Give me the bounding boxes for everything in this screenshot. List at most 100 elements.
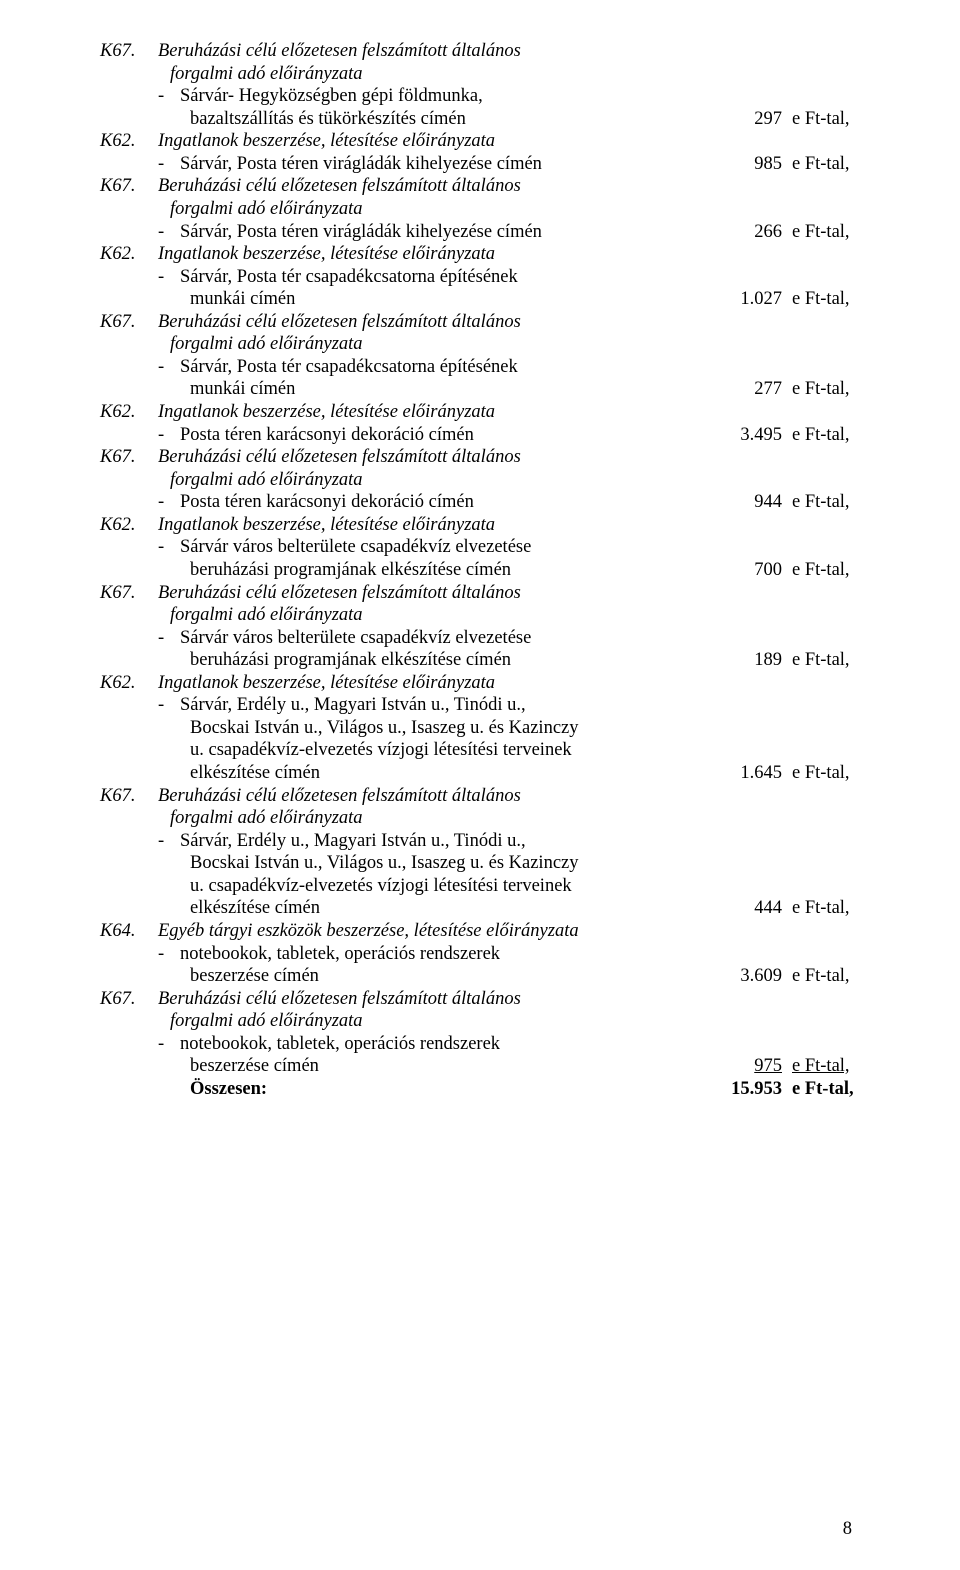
item-text: Sárvár, Posta téren virágládák kihelyezé… [180, 153, 714, 176]
item-amount: 944 [754, 492, 782, 512]
line-row: K64.Egyéb tárgyi eszközök beszerzése, lé… [100, 920, 852, 943]
total-amount: 15.953 [731, 1079, 782, 1099]
dash-icon: - [158, 85, 180, 108]
line-row: K67.Beruházási célú előzetesen felszámít… [100, 40, 852, 63]
item-amount: 975 [754, 1056, 782, 1076]
amount-cell: 944 [720, 491, 782, 514]
dash-icon: - [158, 266, 180, 289]
item-text: Sárvár, Posta tér csapadékcsatorna építé… [180, 356, 714, 379]
item-unit: e Ft-tal, [792, 154, 850, 174]
line-row: -Sárvár- Hegyközségben gépi földmunka, [100, 85, 852, 108]
unit-cell: e Ft-tal, [782, 424, 852, 447]
item-text-cont: bazaltszállítás és tükörkészítés címén [158, 108, 714, 131]
line-row: u. csapadékvíz-elvezetés vízjogi létesít… [100, 875, 852, 898]
item-unit: e Ft-tal, [792, 1056, 850, 1076]
item-unit: e Ft-tal, [792, 650, 850, 670]
amount-cell: 1.027 [720, 288, 782, 311]
text-cell: -notebookok, tabletek, operációs rendsze… [158, 943, 720, 966]
line-row: K67.Beruházási célú előzetesen felszámít… [100, 175, 852, 198]
item-amount: 444 [754, 898, 782, 918]
entry-code: K67. [100, 41, 135, 61]
code-cell: K62. [100, 130, 158, 153]
item-text: Sárvár- Hegyközségben gépi földmunka, [180, 85, 714, 108]
text-cell: munkái címén [158, 288, 720, 311]
entry-code: K67. [100, 312, 135, 332]
budget-list: K67.Beruházási célú előzetesen felszámít… [100, 40, 852, 1100]
item-text-cont: beszerzése címén [158, 965, 714, 988]
unit-cell: e Ft-tal, [782, 1078, 852, 1101]
item-unit: e Ft-tal, [792, 492, 850, 512]
item-amount: 297 [754, 109, 782, 129]
line-row: forgalmi adó előirányzata [100, 198, 852, 221]
item-text-cont: u. csapadékvíz-elvezetés vízjogi létesít… [158, 875, 714, 898]
item-text: Sárvár, Posta téren virágládák kihelyezé… [180, 221, 714, 244]
line-row: -Posta téren karácsonyi dekoráció címén3… [100, 424, 852, 447]
item-unit: e Ft-tal, [792, 763, 850, 783]
item-text: notebookok, tabletek, operációs rendszer… [180, 1033, 714, 1056]
text-cell: -Sárvár, Erdély u., Magyari István u., T… [158, 830, 720, 853]
text-cell: forgalmi adó előirányzata [158, 63, 720, 86]
unit-cell: e Ft-tal, [782, 559, 852, 582]
text-cell: Beruházási célú előzetesen felszámított … [158, 785, 720, 808]
text-cell: Beruházási célú előzetesen felszámított … [158, 446, 720, 469]
text-cell: Ingatlanok beszerzése, létesítése előirá… [158, 514, 720, 537]
entry-code: K67. [100, 447, 135, 467]
entry-title2: forgalmi adó előirányzata [158, 808, 363, 828]
entry-title: Ingatlanok beszerzése, létesítése előirá… [158, 402, 495, 422]
page-number: 8 [843, 1519, 852, 1540]
unit-cell: e Ft-tal, [782, 491, 852, 514]
dash-icon: - [158, 830, 180, 853]
entry-title: Ingatlanok beszerzése, létesítése előirá… [158, 131, 495, 151]
entry-code: K62. [100, 244, 135, 264]
text-cell: elkészítése címén [158, 762, 720, 785]
line-row: -Sárvár, Posta tér csapadékcsatorna épít… [100, 266, 852, 289]
amount-cell: 3.609 [720, 965, 782, 988]
text-cell: elkészítése címén [158, 897, 720, 920]
code-cell: K67. [100, 175, 158, 198]
entry-code: K62. [100, 402, 135, 422]
item-amount: 3.495 [740, 425, 782, 445]
item-text-cont: Bocskai István u., Világos u., Isaszeg u… [158, 852, 714, 875]
amount-cell: 266 [720, 221, 782, 244]
entry-title: Beruházási célú előzetesen felszámított … [158, 989, 521, 1009]
item-unit: e Ft-tal, [792, 289, 850, 309]
text-cell: Ingatlanok beszerzése, létesítése előirá… [158, 130, 720, 153]
amount-cell: 975 [720, 1055, 782, 1078]
text-cell: forgalmi adó előirányzata [158, 469, 720, 492]
entry-code: K67. [100, 583, 135, 603]
dash-icon: - [158, 356, 180, 379]
dash-icon: - [158, 153, 180, 176]
line-row: K67. Beruházási célú előzetesen felszámít… [100, 446, 852, 469]
item-amount: 189 [754, 650, 782, 670]
line-row: munkái címén1.027 e Ft-tal, [100, 288, 852, 311]
item-unit: e Ft-tal, [792, 560, 850, 580]
line-row: beszerzése címén975e Ft-tal, [100, 1055, 852, 1078]
amount-cell: 15.953 [720, 1078, 782, 1101]
code-cell: K67. [100, 785, 158, 808]
unit-cell: e Ft-tal, [782, 965, 852, 988]
entry-code: K67. [100, 786, 135, 806]
text-cell: Beruházási célú előzetesen felszámított … [158, 311, 720, 334]
amount-cell: 444 [720, 897, 782, 920]
amount-cell: 700 [720, 559, 782, 582]
entry-title2: forgalmi adó előirányzata [158, 334, 363, 354]
item-text-cont: munkái címén [158, 378, 714, 401]
line-row: forgalmi adó előirányzata [100, 604, 852, 627]
item-text-cont: Bocskai István u., Világos u., Isaszeg u… [158, 717, 714, 740]
text-cell: Ingatlanok beszerzése, létesítése előirá… [158, 401, 720, 424]
line-row: Bocskai István u., Világos u., Isaszeg u… [100, 717, 852, 740]
unit-cell: e Ft-tal, [782, 378, 852, 401]
unit-cell: e Ft-tal, [782, 897, 852, 920]
amount-cell: 189 [720, 649, 782, 672]
item-text: Posta téren karácsonyi dekoráció címén [180, 491, 714, 514]
line-row: forgalmi adó előirányzata [100, 1010, 852, 1033]
code-cell: K62. [100, 514, 158, 537]
line-row: elkészítése címén1.645e Ft-tal, [100, 762, 852, 785]
entry-title: Beruházási célú előzetesen felszámított … [158, 176, 521, 196]
entry-code: K67. [100, 989, 135, 1009]
line-row: -Sárvár, Posta téren virágládák kihelyez… [100, 221, 852, 244]
line-row: -Sárvár, Erdély u., Magyari István u., T… [100, 830, 852, 853]
text-cell: Egyéb tárgyi eszközök beszerzése, létesí… [158, 920, 720, 943]
code-cell: K67. [100, 311, 158, 334]
line-row: -Sárvár, Posta téren virágládák kihelyez… [100, 153, 852, 176]
